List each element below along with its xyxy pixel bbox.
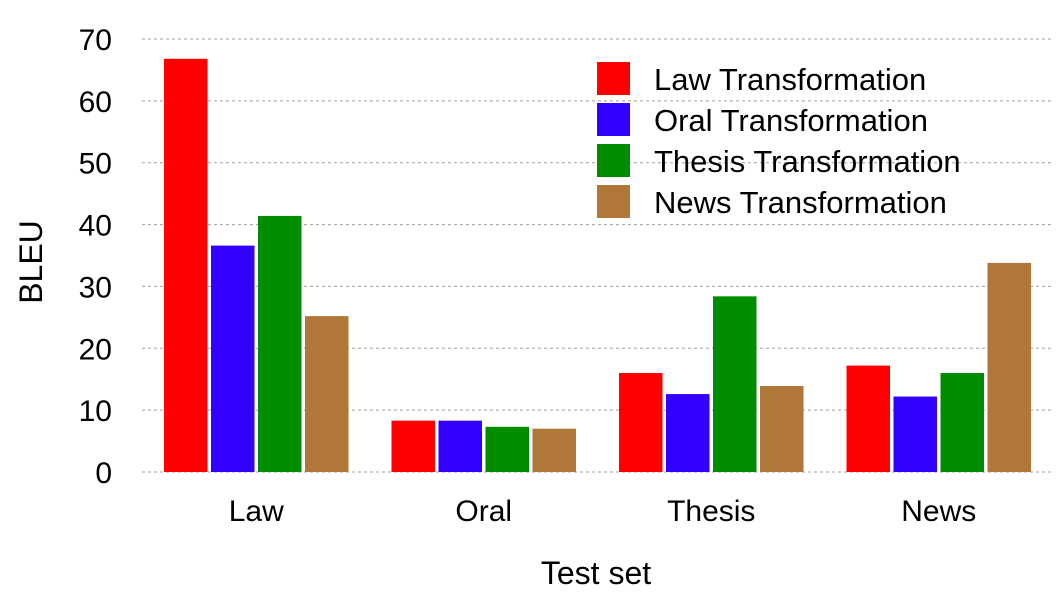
y-axis-ticks: 0 10 20 30 40 50 60 70 bbox=[79, 24, 112, 490]
y-tick-label: 50 bbox=[79, 148, 112, 181]
legend-label: Law Transformation bbox=[654, 62, 926, 97]
bar-oral-news-transformation bbox=[532, 428, 576, 472]
bar-news-law-transformation bbox=[846, 365, 890, 472]
bar-oral-law-transformation bbox=[391, 420, 435, 472]
legend-swatch bbox=[597, 144, 630, 177]
legend-swatch bbox=[597, 62, 630, 95]
x-tick-label: Thesis bbox=[667, 495, 755, 528]
x-tick-label: News bbox=[901, 495, 976, 528]
y-tick-label: 30 bbox=[79, 271, 112, 304]
bar-law-oral-transformation bbox=[211, 245, 255, 472]
bar-law-news-transformation bbox=[305, 316, 349, 472]
bar-thesis-thesis-transformation bbox=[713, 296, 757, 472]
x-axis-ticks: Law Oral Thesis News bbox=[229, 495, 977, 528]
y-tick-label: 60 bbox=[79, 86, 112, 119]
bar-law-thesis-transformation bbox=[258, 215, 302, 472]
legend-label: News Transformation bbox=[654, 185, 947, 220]
bar-oral-oral-transformation bbox=[438, 420, 482, 472]
x-axis-title: Test set bbox=[541, 555, 651, 591]
legend-swatch bbox=[597, 103, 630, 136]
legend-label: Thesis Transformation bbox=[654, 144, 961, 179]
y-tick-label: 40 bbox=[79, 210, 112, 243]
bar-news-thesis-transformation bbox=[940, 373, 984, 472]
y-tick-label: 20 bbox=[79, 333, 112, 366]
y-tick-label: 10 bbox=[79, 395, 112, 428]
bar-oral-thesis-transformation bbox=[485, 426, 529, 472]
bar-news-oral-transformation bbox=[893, 396, 937, 472]
bar-law-law-transformation bbox=[164, 58, 208, 473]
x-tick-label: Oral bbox=[455, 495, 512, 528]
y-axis-title: BLEU bbox=[13, 220, 49, 304]
legend-swatch bbox=[597, 185, 630, 218]
bar-thesis-oral-transformation bbox=[666, 394, 710, 472]
x-tick-label: Law bbox=[229, 495, 284, 528]
bar-news-news-transformation bbox=[987, 262, 1031, 472]
legend: Law Transformation Oral Transformation The… bbox=[597, 62, 961, 220]
bar-thesis-law-transformation bbox=[619, 373, 663, 472]
bars bbox=[164, 58, 1031, 473]
y-tick-label: 0 bbox=[95, 457, 112, 490]
y-tick-label: 70 bbox=[79, 24, 112, 57]
legend-label: Oral Transformation bbox=[654, 103, 928, 138]
bar-thesis-news-transformation bbox=[760, 386, 804, 472]
